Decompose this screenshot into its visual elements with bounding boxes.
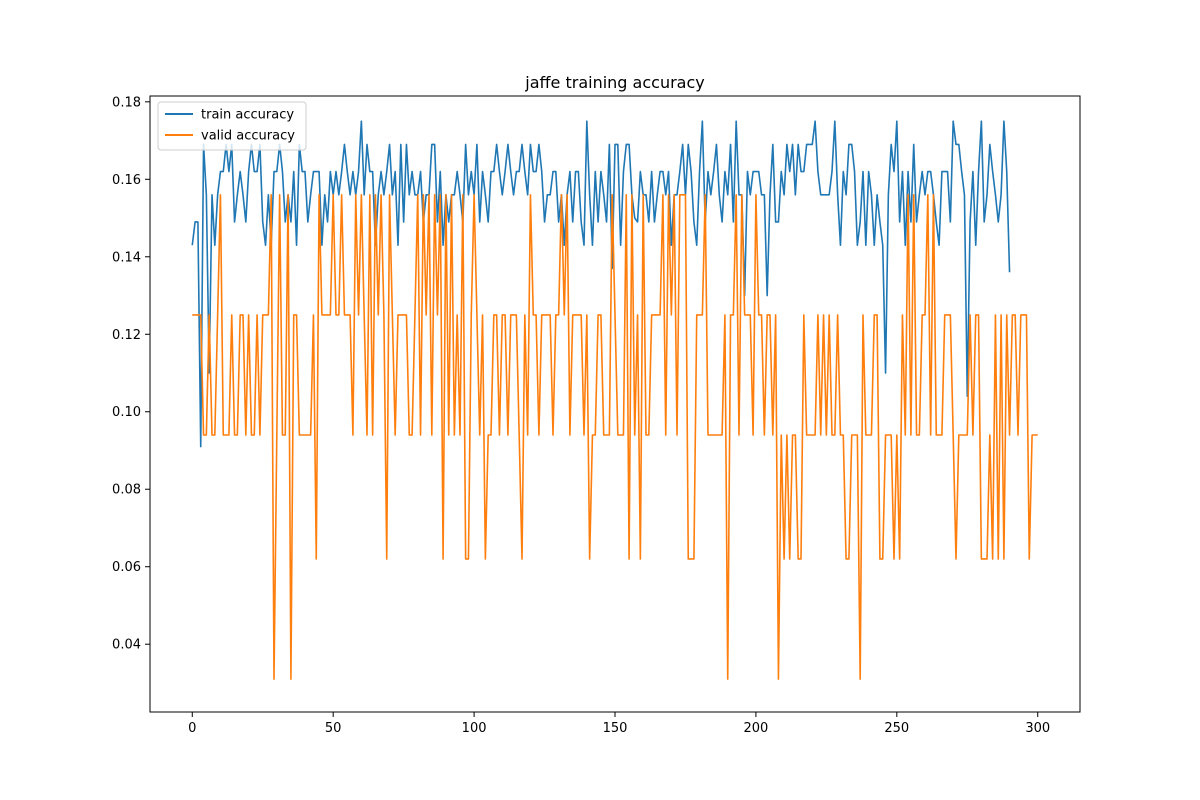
- y-tick-label: 0.14: [112, 250, 141, 265]
- x-tick-label: 300: [1025, 721, 1050, 736]
- y-tick-label: 0.18: [112, 95, 141, 110]
- y-axis: 0.04 0.06 0.08 0.10 0.12 0.14 0.16 0.18: [112, 95, 150, 653]
- legend: train accuracy valid accuracy: [157, 101, 307, 151]
- legend-label-valid-accuracy: valid accuracy: [201, 129, 295, 144]
- x-axis: 0 50 100 150 200 250 300: [188, 712, 1050, 736]
- legend-label-train-accuracy: train accuracy: [201, 108, 294, 123]
- legend-box: [157, 101, 307, 151]
- y-tick-label: 0.08: [112, 483, 141, 498]
- y-tick-label: 0.12: [112, 328, 141, 343]
- chart-title: jaffe training accuracy: [524, 73, 704, 92]
- y-tick-label: 0.04: [112, 638, 141, 653]
- y-tick-label: 0.06: [112, 560, 141, 575]
- x-tick-label: 150: [603, 721, 628, 736]
- series-line-valid-accuracy: [192, 193, 1038, 680]
- x-tick-label: 100: [462, 721, 487, 736]
- x-tick-label: 250: [884, 721, 909, 736]
- series-layer: [191, 120, 1038, 680]
- x-tick-label: 0: [188, 721, 196, 736]
- x-tick-label: 50: [325, 721, 342, 736]
- y-tick-label: 0.16: [112, 173, 141, 188]
- y-tick-label: 0.10: [112, 405, 141, 420]
- x-tick-label: 200: [743, 721, 768, 736]
- series-line-train-accuracy: [191, 120, 1011, 448]
